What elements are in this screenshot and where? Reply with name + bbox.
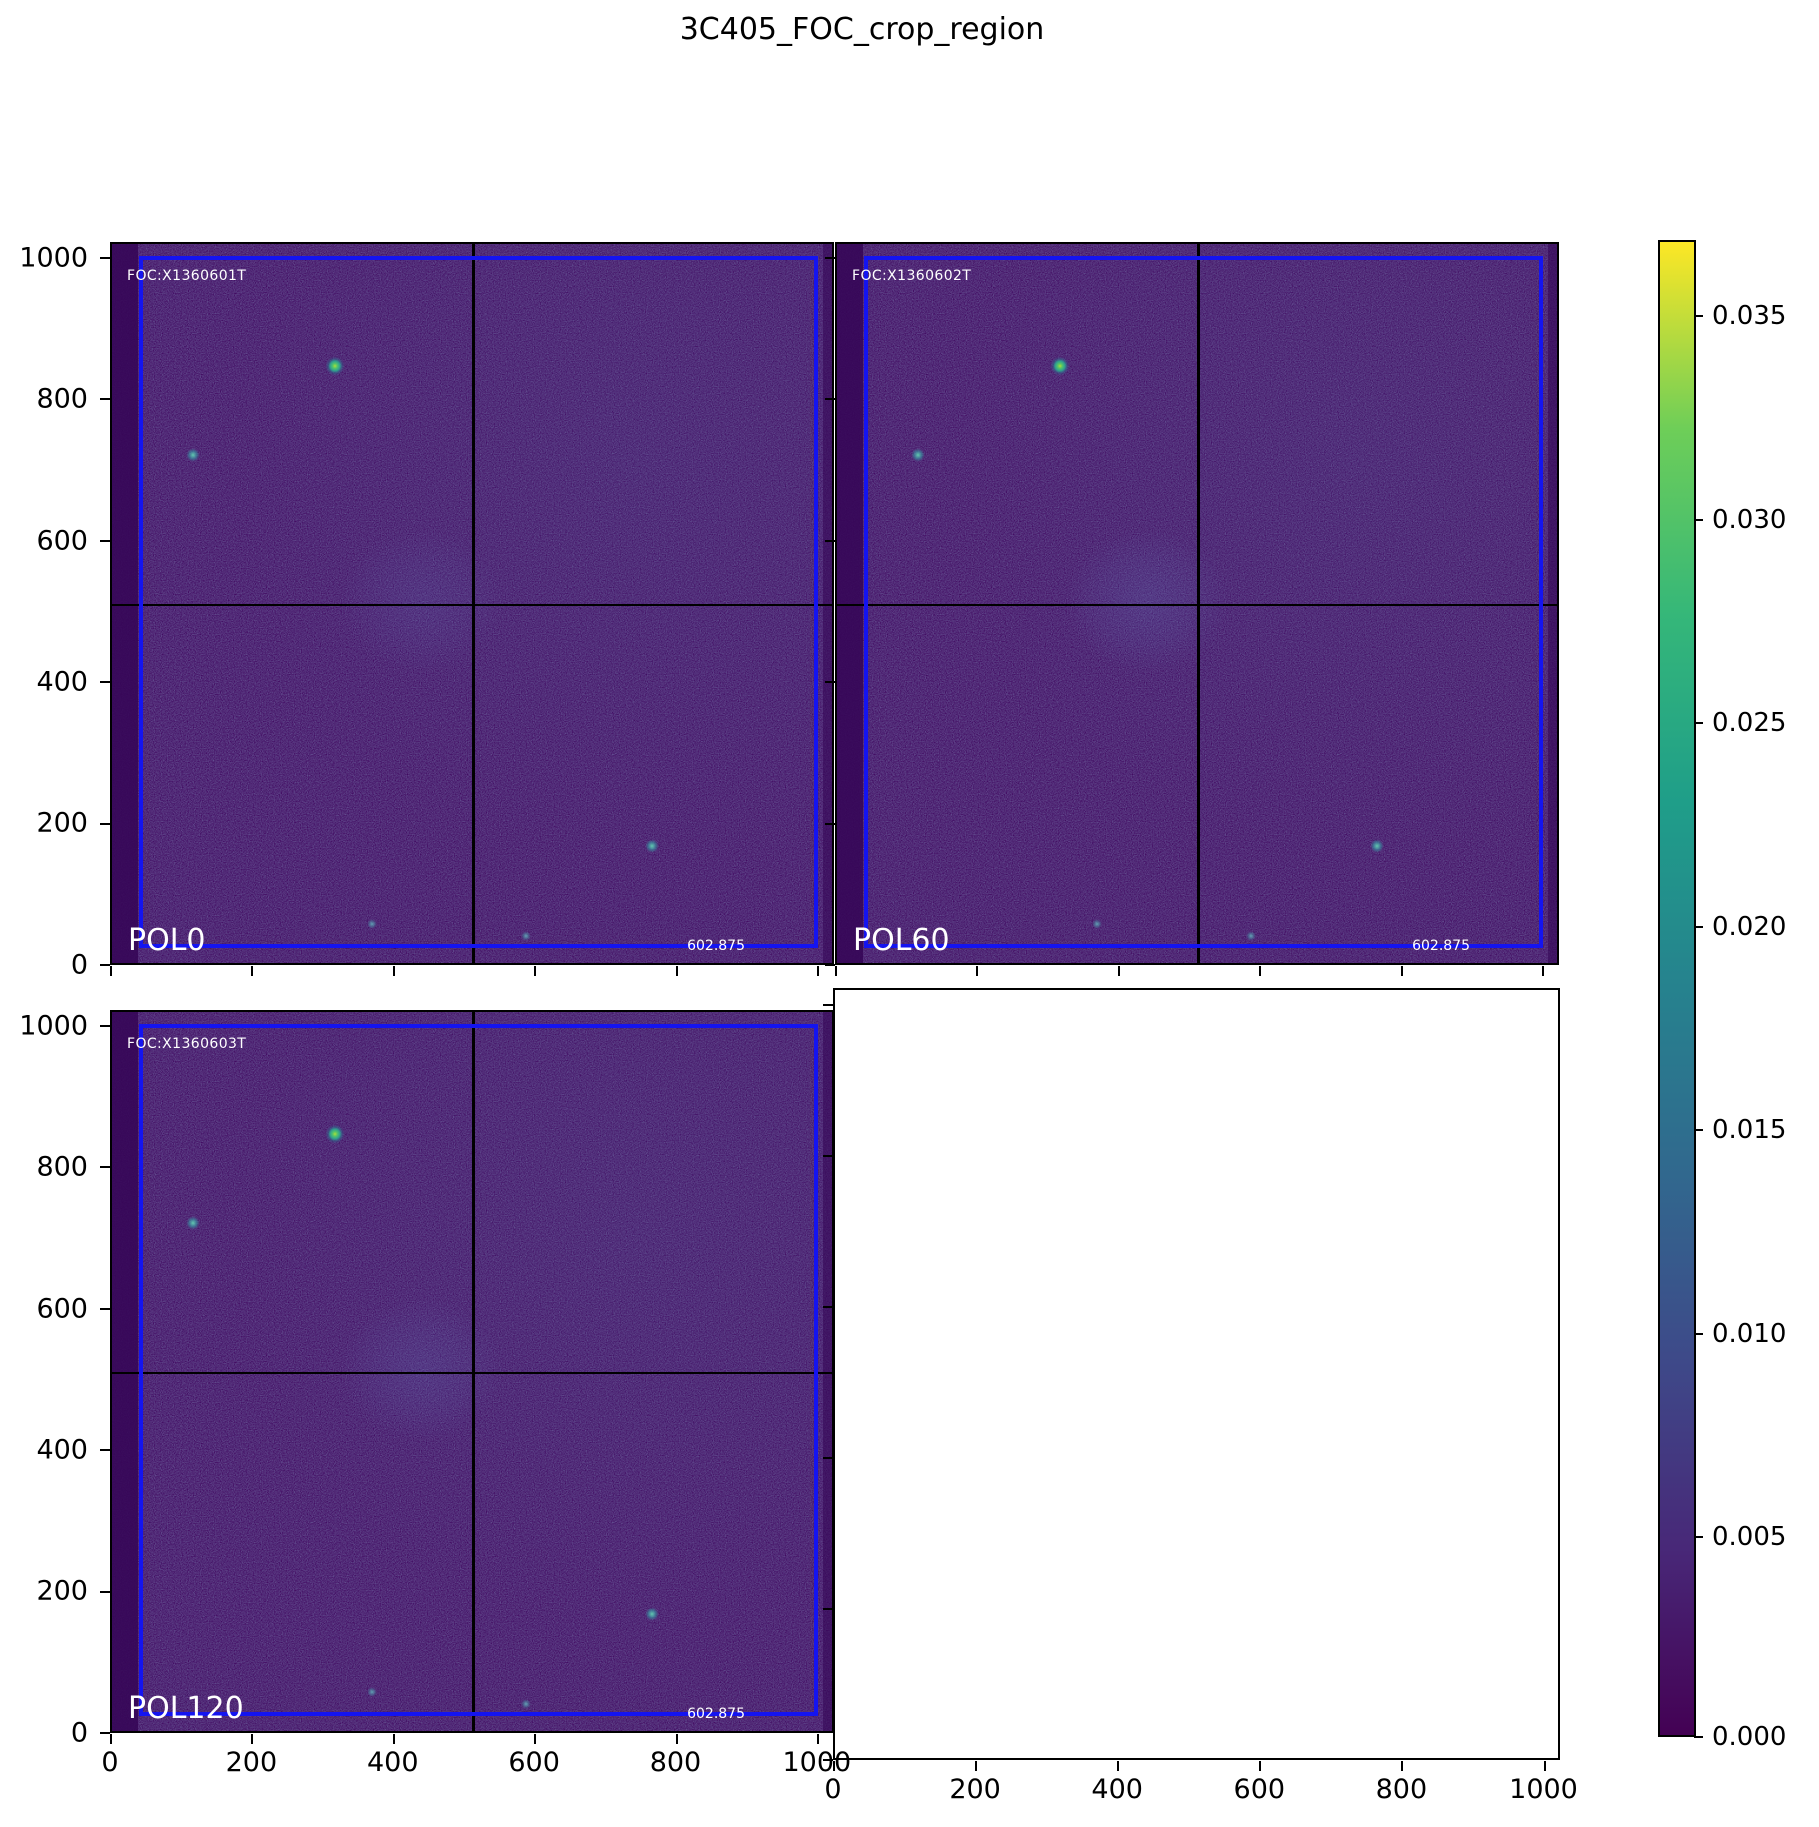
x-tick-marks-pol120 xyxy=(110,1734,112,1744)
colorbar-tick-mark xyxy=(1694,926,1703,928)
y-tick-label: 400 xyxy=(36,666,88,698)
x-tick-marks-pol60 xyxy=(835,966,837,976)
x-tick-marks-empty xyxy=(833,1761,835,1771)
colorbar-tick-label: 0.000 xyxy=(1712,1722,1787,1752)
crosshair-horizontal-line xyxy=(837,603,1557,606)
colorbar-tick-label: 0.035 xyxy=(1712,301,1787,331)
pol-label: POL60 xyxy=(853,923,950,958)
colorbar-tick-label: 0.005 xyxy=(1712,1522,1787,1552)
x-tick-label: 1000 xyxy=(782,1747,852,1778)
point-source xyxy=(1246,931,1256,941)
x-tick-label: 400 xyxy=(366,1747,419,1778)
colorbar-tick-label: 0.020 xyxy=(1712,912,1787,942)
colorbar-tick-label: 0.010 xyxy=(1712,1319,1787,1349)
x-tick-label: 400 xyxy=(1091,1774,1143,1805)
point-source xyxy=(1051,357,1070,376)
obs-id-label: FOC:X1360603T xyxy=(127,1036,247,1052)
crop-region-box xyxy=(138,1023,819,1716)
crop-region-box xyxy=(138,255,819,948)
point-source xyxy=(367,1687,377,1697)
point-source xyxy=(186,448,200,462)
crop-region-box xyxy=(863,255,1544,948)
x-tick-label: 800 xyxy=(649,1747,702,1778)
colorbar-tick-mark xyxy=(1694,519,1703,521)
diffuse-nebulosity xyxy=(1066,531,1227,672)
y-tick-label: 0 xyxy=(70,949,88,981)
point-source xyxy=(367,919,377,929)
colorbar-tick-mark xyxy=(1694,1333,1703,1335)
x-tick-label: 600 xyxy=(508,1747,560,1778)
y-tick-marks-pol120 xyxy=(100,1025,110,1027)
obs-id-label: FOC:X1360602T xyxy=(852,268,972,284)
panel-pol0: FOC:X1360601T POL0 602.875 xyxy=(110,242,834,965)
empty-axes-panel xyxy=(833,988,1560,1760)
colorbar xyxy=(1658,240,1696,1737)
colorbar-tick-label: 0.015 xyxy=(1712,1115,1787,1145)
x-tick-label: 1000 xyxy=(1509,1774,1578,1805)
y-tick-label: 200 xyxy=(36,1575,88,1607)
panel-pol60: FOC:X1360602T POL60 602.875 xyxy=(835,242,1559,965)
pol-label: POL0 xyxy=(128,923,206,958)
figure-title: 3C405_FOC_crop_region xyxy=(679,12,1045,47)
colorbar-tick-label: 0.030 xyxy=(1712,505,1787,535)
y-tick-label: 0 xyxy=(70,1717,88,1749)
point-source xyxy=(1092,919,1102,929)
y-tick-label: 600 xyxy=(36,1293,88,1325)
y-tick-label: 800 xyxy=(36,1151,88,1183)
x-tick-label: 600 xyxy=(1233,1774,1286,1805)
point-source xyxy=(326,1125,345,1144)
obs-id-label: FOC:X1360601T xyxy=(127,268,247,284)
point-source xyxy=(521,1699,531,1709)
y-tick-label: 1000 xyxy=(19,1010,88,1042)
colorbar-tick-mark xyxy=(1694,722,1703,724)
colorbar-tick-mark xyxy=(1694,315,1703,317)
point-source xyxy=(186,1216,200,1230)
y-tick-marks-empty xyxy=(823,1004,833,1006)
value-label: 602.875 xyxy=(687,938,745,954)
x-tick-label: 800 xyxy=(1375,1774,1428,1805)
panel-pol120: FOC:X1360603T POL120 602.875 xyxy=(110,1010,834,1733)
colorbar-tick-label: 0.025 xyxy=(1712,708,1787,738)
diffuse-nebulosity xyxy=(341,1299,502,1440)
y-tick-label: 400 xyxy=(36,1434,88,1466)
point-source xyxy=(645,1607,659,1621)
value-label: 602.875 xyxy=(687,1706,745,1722)
colorbar-tick-mark xyxy=(1694,1129,1703,1131)
crosshair-horizontal-line xyxy=(112,603,832,606)
colorbar-tick-mark xyxy=(1694,1536,1703,1538)
y-tick-marks-pol0 xyxy=(100,257,110,259)
value-label: 602.875 xyxy=(1412,938,1470,954)
y-tick-marks-pol60 xyxy=(825,257,835,259)
y-tick-label: 1000 xyxy=(19,242,88,274)
point-source xyxy=(1370,839,1384,853)
diffuse-nebulosity xyxy=(341,531,502,672)
y-tick-label: 200 xyxy=(36,807,88,839)
pol-label: POL120 xyxy=(128,1691,244,1726)
star-field xyxy=(112,244,832,963)
point-source xyxy=(911,448,925,462)
crosshair-horizontal-line xyxy=(112,1371,832,1374)
x-tick-marks-pol0 xyxy=(110,966,112,976)
colorbar-tick-mark xyxy=(1694,1736,1703,1738)
point-source xyxy=(521,931,531,941)
star-field xyxy=(837,244,1557,963)
x-tick-label: 0 xyxy=(824,1774,842,1805)
x-tick-label: 200 xyxy=(949,1774,1001,1805)
point-source xyxy=(326,357,345,376)
star-field xyxy=(112,1012,832,1731)
x-tick-label: 200 xyxy=(225,1747,278,1778)
point-source xyxy=(645,839,659,853)
y-tick-label: 600 xyxy=(36,525,88,557)
x-tick-label: 0 xyxy=(101,1747,119,1778)
y-tick-label: 800 xyxy=(36,383,88,415)
